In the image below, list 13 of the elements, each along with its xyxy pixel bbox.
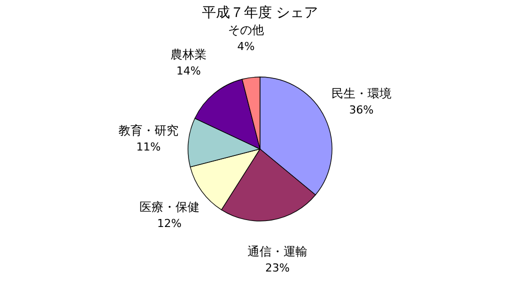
data-label: 4% <box>237 40 255 53</box>
chart-title: 平成７年度 シェア <box>202 4 318 21</box>
slice-label: 教育・研究 <box>118 123 178 138</box>
slice-label: 医療・保健 <box>139 200 200 214</box>
data-label: 14% <box>176 64 201 78</box>
slice-label: 通信・運輸 <box>248 244 308 259</box>
data-label: 23% <box>265 262 290 275</box>
data-label: 11% <box>136 140 161 154</box>
data-label: 36% <box>349 103 374 116</box>
slice-label: その他 <box>228 22 264 37</box>
slice-label: 農林業 <box>170 48 207 62</box>
data-label: 12% <box>157 216 182 230</box>
slice-label: 民生・環境 <box>331 86 392 100</box>
